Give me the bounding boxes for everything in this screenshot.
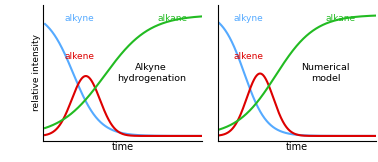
Text: Alkyne
hydrogenation: Alkyne hydrogenation <box>117 63 186 83</box>
Text: alkane: alkane <box>325 14 356 23</box>
Y-axis label: relative intensity: relative intensity <box>32 34 41 111</box>
X-axis label: time: time <box>112 142 134 152</box>
X-axis label: time: time <box>286 142 308 152</box>
Text: alkyne: alkyne <box>234 14 263 23</box>
Text: alkane: alkane <box>158 14 187 23</box>
Text: alkyne: alkyne <box>64 14 94 23</box>
Text: Numerical
model: Numerical model <box>301 63 350 83</box>
Text: alkene: alkene <box>64 52 94 61</box>
Text: alkene: alkene <box>234 52 263 61</box>
